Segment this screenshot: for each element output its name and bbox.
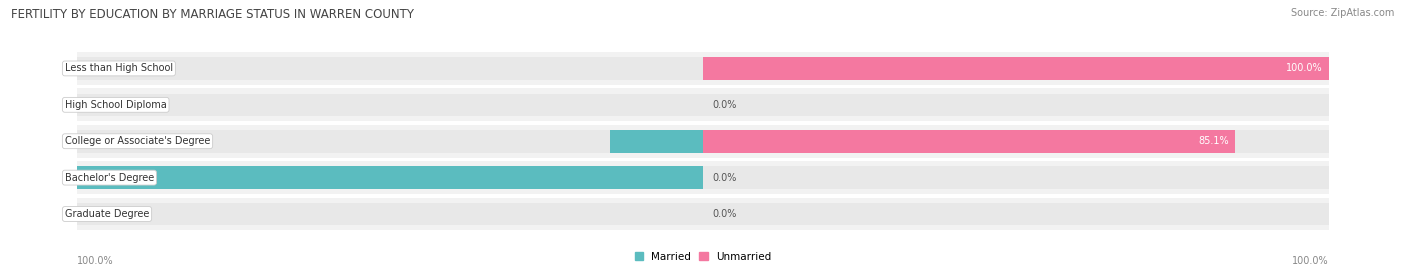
- Text: 0.0%: 0.0%: [72, 63, 96, 73]
- Text: 0.0%: 0.0%: [72, 100, 96, 110]
- Text: Less than High School: Less than High School: [65, 63, 173, 73]
- Bar: [703, 52, 1329, 85]
- Bar: [77, 198, 703, 230]
- Text: 100.0%: 100.0%: [72, 173, 108, 183]
- Text: High School Diploma: High School Diploma: [65, 100, 166, 110]
- Bar: [77, 166, 703, 189]
- Bar: [77, 125, 703, 158]
- Bar: [610, 130, 703, 153]
- Bar: [703, 89, 1329, 121]
- Bar: [703, 166, 1329, 189]
- Bar: [77, 89, 703, 121]
- Text: 100.0%: 100.0%: [1286, 63, 1323, 73]
- Bar: [77, 203, 703, 225]
- Text: 0.0%: 0.0%: [72, 209, 96, 219]
- Bar: [703, 94, 1329, 116]
- Bar: [703, 130, 1329, 153]
- Text: 14.9%: 14.9%: [72, 136, 101, 146]
- Text: FERTILITY BY EDUCATION BY MARRIAGE STATUS IN WARREN COUNTY: FERTILITY BY EDUCATION BY MARRIAGE STATU…: [11, 8, 415, 21]
- Text: 100.0%: 100.0%: [1292, 256, 1329, 266]
- Bar: [77, 161, 703, 194]
- Bar: [77, 166, 703, 189]
- Bar: [703, 130, 1236, 153]
- Bar: [77, 94, 703, 116]
- Bar: [703, 57, 1329, 80]
- Text: 100.0%: 100.0%: [77, 256, 114, 266]
- Text: 0.0%: 0.0%: [713, 173, 737, 183]
- Bar: [77, 130, 703, 153]
- Bar: [703, 198, 1329, 230]
- Text: Source: ZipAtlas.com: Source: ZipAtlas.com: [1291, 8, 1395, 18]
- Bar: [77, 57, 703, 80]
- Text: College or Associate's Degree: College or Associate's Degree: [65, 136, 209, 146]
- Bar: [703, 203, 1329, 225]
- Text: 0.0%: 0.0%: [713, 100, 737, 110]
- Text: Graduate Degree: Graduate Degree: [65, 209, 149, 219]
- Bar: [703, 125, 1329, 158]
- Bar: [77, 52, 703, 85]
- Legend: Married, Unmarried: Married, Unmarried: [633, 250, 773, 264]
- Text: 85.1%: 85.1%: [1198, 136, 1229, 146]
- Bar: [703, 57, 1329, 80]
- Text: Bachelor's Degree: Bachelor's Degree: [65, 173, 155, 183]
- Text: 0.0%: 0.0%: [713, 209, 737, 219]
- Bar: [703, 161, 1329, 194]
